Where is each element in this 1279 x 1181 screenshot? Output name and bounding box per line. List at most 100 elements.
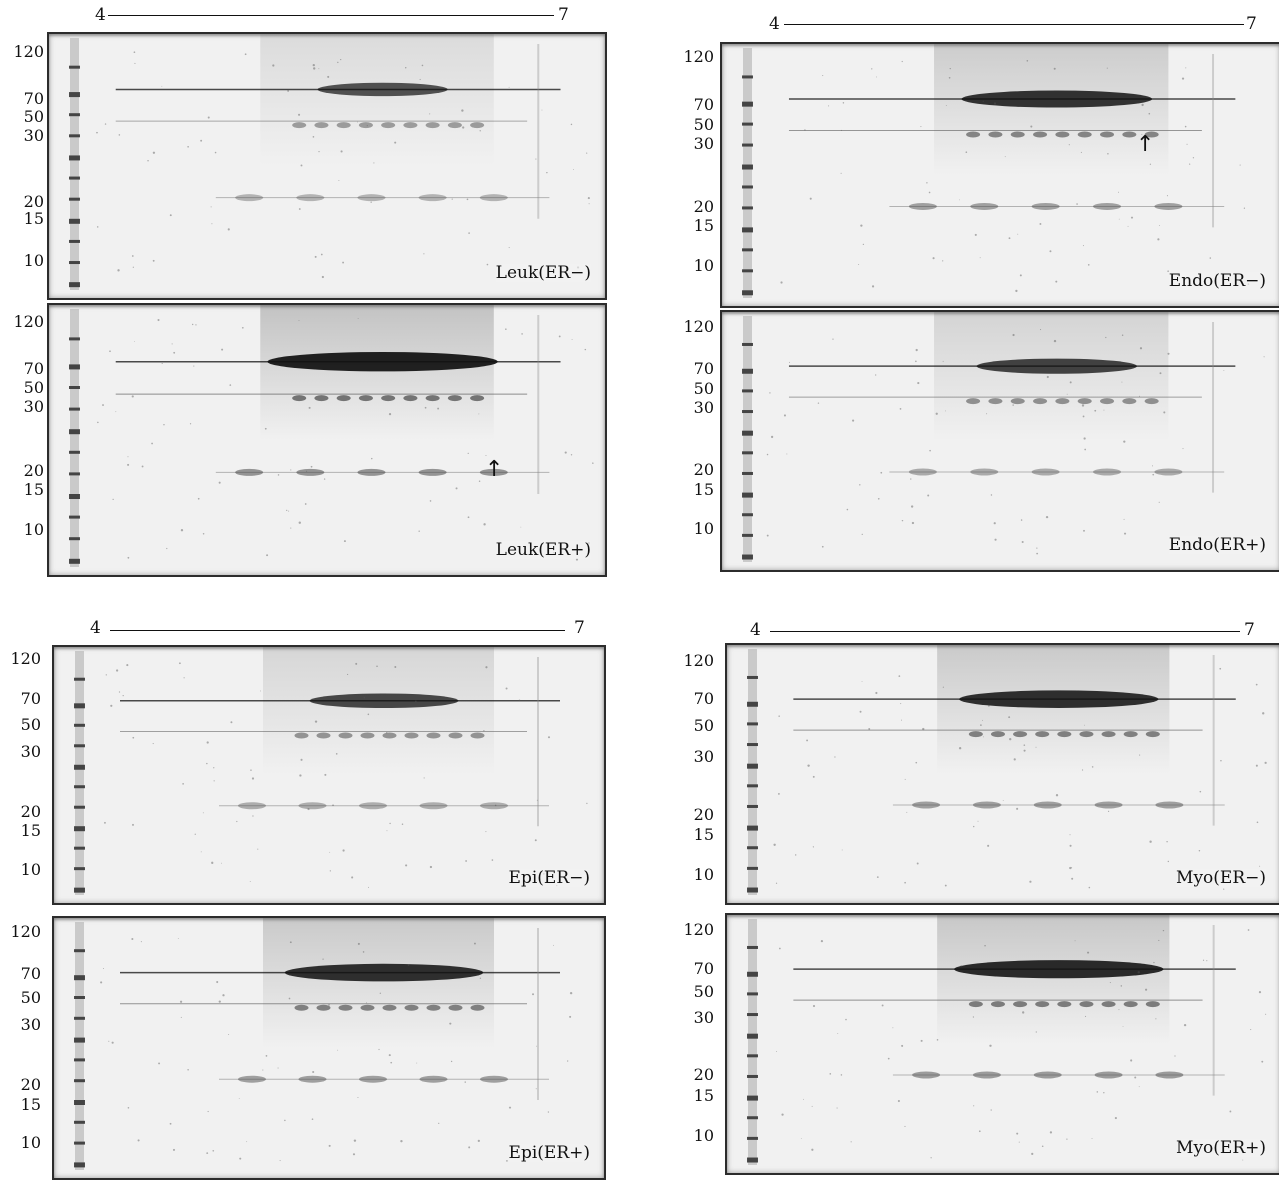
ph-start-label: 4: [90, 618, 101, 638]
mw-120: 120: [683, 651, 714, 670]
mw-120: 120: [10, 922, 41, 941]
mw-10: 10: [693, 519, 714, 538]
mw-10: 10: [20, 860, 41, 879]
mw-20: 20: [693, 1065, 714, 1084]
panel-label: Epi(ER+): [508, 1143, 590, 1163]
mw-15: 15: [23, 480, 44, 499]
ph-start-label: 4: [750, 620, 761, 640]
mw-70: 70: [693, 359, 714, 378]
mw-120: 120: [13, 42, 44, 61]
gel-panel: Epi(ER+): [52, 916, 606, 1180]
panel-label: Myo(ER−): [1176, 868, 1266, 888]
mw-50: 50: [693, 982, 714, 1001]
arrow-icon: ↑: [1136, 132, 1155, 157]
mw-50: 50: [20, 715, 41, 734]
quadrant-leuk: 4 7 120 70 50 30 20 15 10 Leuk(ER−) 120 …: [0, 0, 640, 590]
gel-image: [69, 34, 590, 290]
mw-30: 30: [693, 134, 714, 153]
gel-image: [742, 44, 1250, 298]
mw-10: 10: [20, 1133, 41, 1152]
mw-70: 70: [20, 964, 41, 983]
ph-start-label: 4: [95, 5, 106, 25]
ph-scale: 4 7: [0, 590, 640, 637]
ph-end-label: 7: [1244, 620, 1255, 640]
mw-70: 70: [693, 689, 714, 708]
mw-10: 10: [693, 1126, 714, 1145]
ph-scale-line: [108, 15, 554, 17]
mw-15: 15: [693, 216, 714, 235]
mw-30: 30: [693, 747, 714, 766]
mw-10: 10: [23, 520, 44, 539]
mw-120: 120: [683, 47, 714, 66]
mw-20: 20: [693, 805, 714, 824]
gel-image: [74, 918, 573, 1170]
arrow-icon: ↑: [485, 457, 504, 482]
ph-scale: 4 7: [640, 590, 1279, 639]
mw-120: 120: [13, 312, 44, 331]
ph-end-label: 7: [558, 5, 569, 25]
gel-image: [74, 647, 588, 895]
gel-panel: Epi(ER−): [52, 645, 606, 905]
mw-120: 120: [683, 317, 714, 336]
ph-scale-line: [770, 631, 1240, 633]
ph-start-label: 4: [769, 14, 780, 34]
mw-20: 20: [693, 460, 714, 479]
mw-10: 10: [693, 256, 714, 275]
mw-20: 20: [23, 192, 44, 211]
gel-image: [747, 645, 1267, 895]
quadrant-endo: 4 7 120 70 50 30 20 15 10 ↑ Endo(ER−) 12…: [640, 0, 1279, 590]
mw-30: 30: [693, 398, 714, 417]
gel-panel: ↑ Endo(ER−): [720, 42, 1279, 308]
mw-10: 10: [693, 865, 714, 884]
panel-label: Leuk(ER+): [495, 540, 591, 560]
mw-30: 30: [20, 1015, 41, 1034]
mw-15: 15: [20, 821, 41, 840]
ph-end-label: 7: [574, 618, 585, 638]
mw-70: 70: [20, 689, 41, 708]
gel-panel: Myo(ER+): [725, 913, 1279, 1175]
panel-label: Leuk(ER−): [495, 263, 591, 283]
gel-panel: ↑ Leuk(ER+): [47, 303, 607, 577]
quadrant-myo: 4 7 120 70 50 30 20 15 10 Myo(ER−) 120 7…: [640, 590, 1279, 1180]
panel-label: Epi(ER−): [508, 868, 590, 888]
mw-50: 50: [693, 716, 714, 735]
ph-scale-line: [110, 630, 565, 632]
ph-scale: 4 7: [640, 0, 1279, 34]
panel-label: Myo(ER+): [1176, 1138, 1266, 1158]
mw-20: 20: [20, 802, 41, 821]
mw-20: 20: [23, 461, 44, 480]
ph-scale: 4 7: [0, 0, 640, 30]
mw-120: 120: [683, 920, 714, 939]
quadrant-epi: 4 7 120 70 50 30 20 15 10 Epi(ER−) 120 7…: [0, 590, 640, 1180]
mw-70: 70: [23, 89, 44, 108]
mw-30: 30: [23, 397, 44, 416]
mw-120: 120: [10, 649, 41, 668]
mw-30: 30: [693, 1008, 714, 1027]
mw-70: 70: [693, 95, 714, 114]
mw-50: 50: [20, 988, 41, 1007]
mw-15: 15: [20, 1095, 41, 1114]
gel-panel: Leuk(ER−): [47, 32, 607, 300]
mw-30: 30: [20, 742, 41, 761]
mw-30: 30: [23, 126, 44, 145]
mw-70: 70: [23, 359, 44, 378]
mw-15: 15: [693, 480, 714, 499]
gel-image: [747, 915, 1267, 1165]
ph-scale-line: [784, 24, 1244, 26]
gel-image: [69, 305, 594, 567]
mw-50: 50: [693, 115, 714, 134]
gel-image: [742, 312, 1265, 562]
ph-end-label: 7: [1246, 14, 1257, 34]
mw-50: 50: [23, 378, 44, 397]
mw-10: 10: [23, 251, 44, 270]
gel-panel: Endo(ER+): [720, 310, 1279, 572]
panel-label: Endo(ER+): [1168, 535, 1266, 555]
mw-15: 15: [23, 209, 44, 228]
panel-label: Endo(ER−): [1168, 271, 1266, 291]
gel-panel: Myo(ER−): [725, 643, 1279, 905]
mw-20: 20: [693, 197, 714, 216]
mw-20: 20: [20, 1075, 41, 1094]
mw-15: 15: [693, 1086, 714, 1105]
mw-50: 50: [23, 107, 44, 126]
mw-70: 70: [693, 959, 714, 978]
